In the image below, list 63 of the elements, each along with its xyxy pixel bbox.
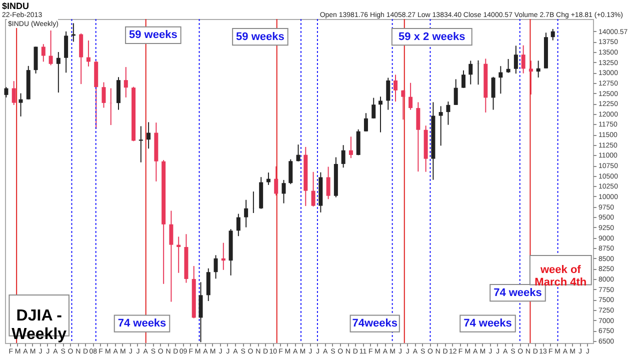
candlestick <box>4 86 8 98</box>
candlestick <box>372 97 376 119</box>
candlestick <box>468 60 473 85</box>
candlestick <box>86 40 90 67</box>
annotation: week of March 4th <box>534 264 587 289</box>
candlestick <box>491 76 496 110</box>
candlestick <box>341 144 346 168</box>
annotation: DJIA - Weekly <box>12 307 67 343</box>
candlestick <box>416 102 420 172</box>
candlestick <box>378 96 383 133</box>
candlestick <box>408 82 413 110</box>
annotation: 59 weeks <box>236 30 284 43</box>
candlestick <box>214 254 218 280</box>
candlestick <box>18 92 23 117</box>
candlestick <box>169 210 174 302</box>
candlestick <box>221 242 226 270</box>
candlestick <box>64 30 68 74</box>
annotation: 74 weeks <box>464 318 512 330</box>
candlestick <box>48 30 53 66</box>
candlestick <box>514 45 518 74</box>
candlestick <box>326 166 330 200</box>
annotation: 59 weeks <box>129 29 178 42</box>
candlestick <box>356 128 360 156</box>
annotation: 74 weeks <box>118 318 166 330</box>
candlestick <box>446 101 450 126</box>
candlestick <box>528 60 533 95</box>
annotation: 74weeks <box>352 318 398 330</box>
candlestick <box>401 90 406 120</box>
candlestick <box>244 199 248 228</box>
candlestick <box>102 82 106 108</box>
candlestick <box>146 122 151 150</box>
candlestick <box>311 171 316 208</box>
candlestick <box>34 46 38 74</box>
candlestick <box>394 74 398 102</box>
candlestick <box>41 44 46 62</box>
candlestick <box>124 66 128 98</box>
candlestick <box>236 213 240 237</box>
candlestick <box>12 80 16 106</box>
candlestick <box>506 58 510 74</box>
candlestick <box>198 282 203 343</box>
annotation: 59 x 2 weeks <box>398 30 466 43</box>
candlestick <box>498 66 503 94</box>
candlestick <box>138 126 143 163</box>
candlestick <box>296 144 300 162</box>
chart-title: $INDU <box>2 1 30 11</box>
candlestick <box>386 77 390 110</box>
candlestick <box>282 179 286 204</box>
candlestick <box>536 60 540 78</box>
candlestick <box>274 166 278 196</box>
candlestick <box>348 136 353 159</box>
candlestick <box>206 268 210 302</box>
candlestick <box>364 112 368 132</box>
annotation: 74 weeks <box>494 286 542 299</box>
candlestick <box>176 236 181 274</box>
candlestick <box>521 44 526 74</box>
candlestick <box>438 106 443 146</box>
candlestick <box>461 70 466 88</box>
candlestick <box>116 76 121 110</box>
candlestick <box>454 78 458 106</box>
candlestick <box>550 28 555 41</box>
candlestick <box>79 32 84 85</box>
candlestick <box>56 52 60 94</box>
candlestick <box>288 158 293 185</box>
